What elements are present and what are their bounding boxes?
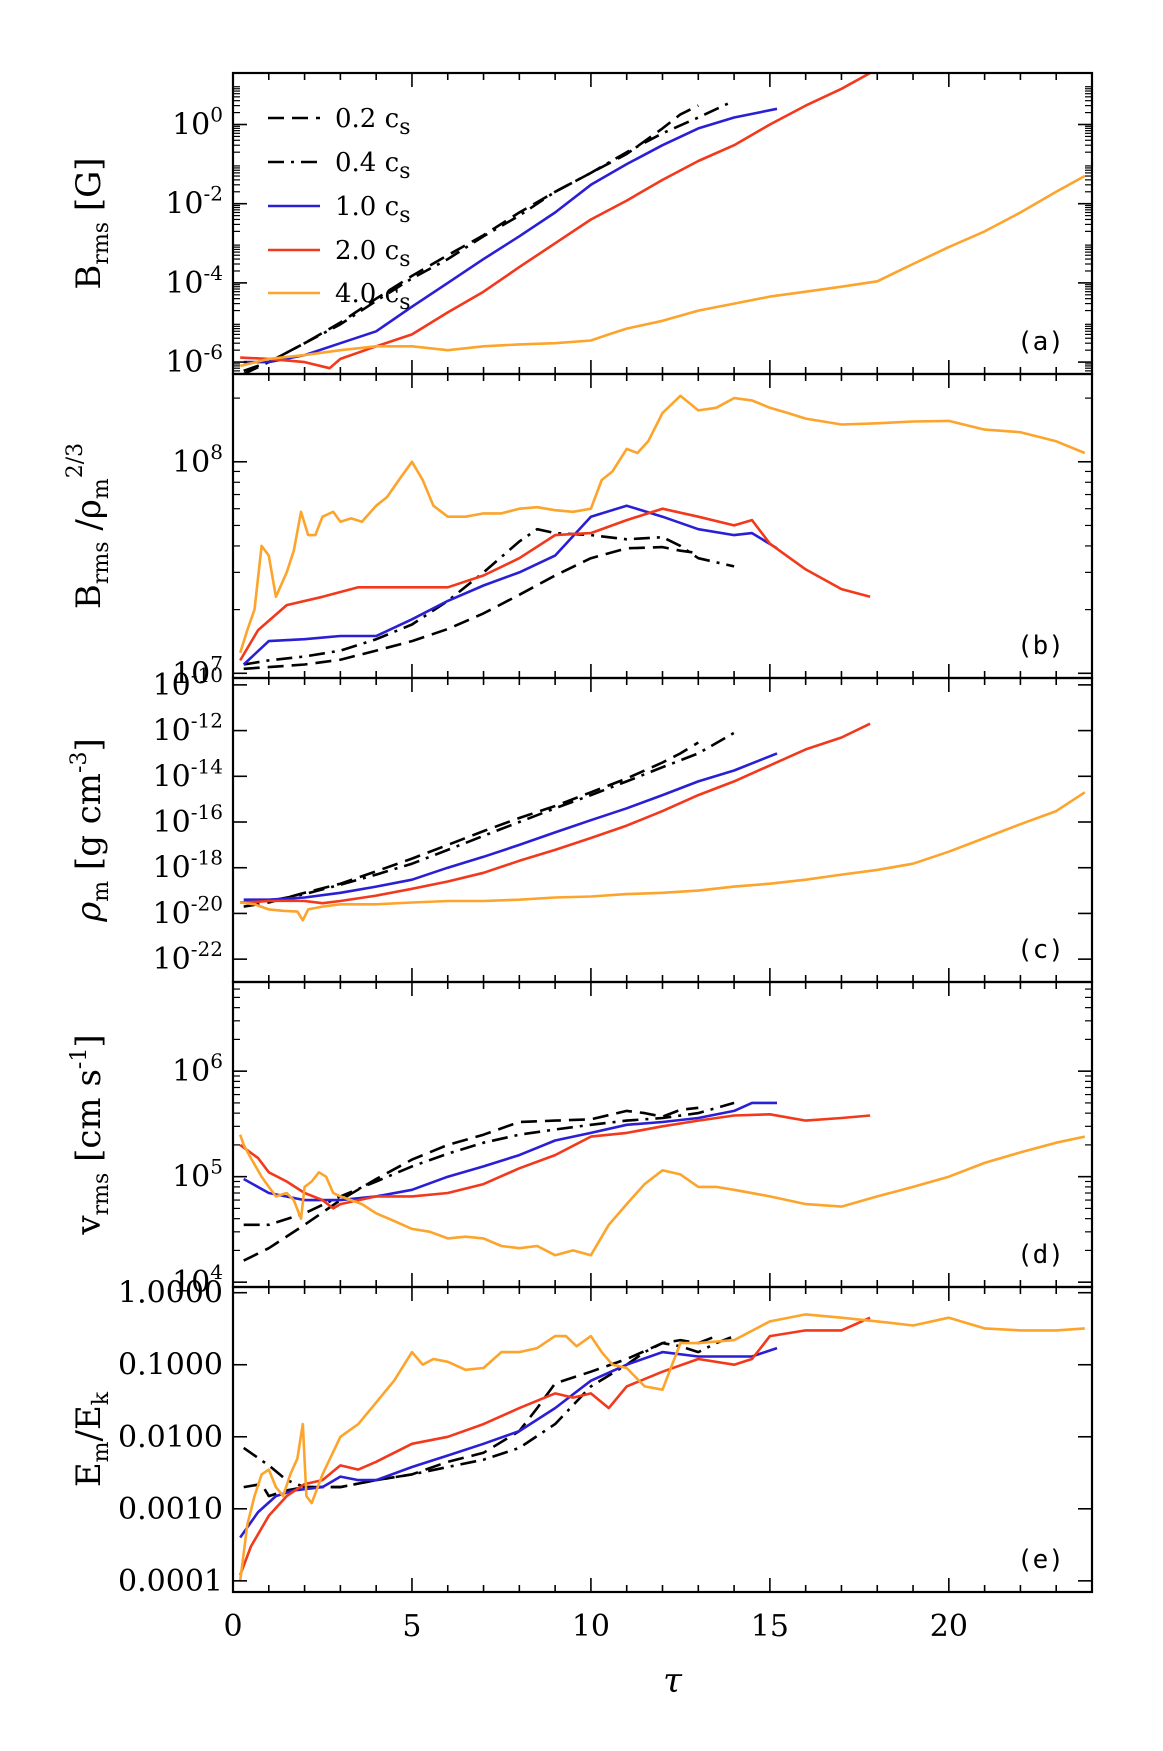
x-ticks bbox=[232, 982, 1093, 1287]
y-axis-label: Em/Ek bbox=[69, 1391, 114, 1487]
legend-label: 0.4 cs bbox=[335, 148, 410, 184]
panel-a: 10-6 10-4 10-2 100 (a) Brms [G] bbox=[69, 71, 1094, 380]
y-tick-label: 108 bbox=[172, 440, 223, 480]
y-tick-label: 10-2 bbox=[165, 182, 223, 222]
series-group bbox=[240, 722, 1086, 922]
legend-label: 1.0 cs bbox=[335, 192, 410, 228]
x-ticks bbox=[232, 374, 1093, 678]
series-line-1_0-cs bbox=[243, 107, 778, 364]
series-line-0_2-cs bbox=[243, 1106, 699, 1262]
y-tick-label: 10-6 bbox=[165, 340, 223, 380]
legend-entry: 0.4 cs bbox=[268, 148, 410, 184]
legend-label: 0.2 cs bbox=[335, 104, 410, 140]
series-group bbox=[239, 73, 1086, 374]
y-tick-label: 100 bbox=[172, 103, 223, 143]
series-group bbox=[238, 1313, 1085, 1581]
y-tick-label: 0.1000 bbox=[118, 1348, 223, 1383]
series-line-2_0-cs bbox=[240, 722, 871, 905]
y-tick-label: 10-22 bbox=[153, 937, 223, 977]
series-line-4_0-cs bbox=[240, 791, 1086, 922]
y-ticks: 104 105 106 bbox=[172, 981, 1092, 1300]
x-tick-label: 5 bbox=[402, 1609, 421, 1644]
y-tick-label: 10-10 bbox=[153, 663, 223, 703]
legend-entry: 1.0 cs bbox=[268, 192, 410, 228]
y-axis-label: vrms [cm s-1] bbox=[67, 1034, 114, 1235]
y-axis-label: ρm [g cm-3] bbox=[67, 738, 114, 923]
x-tick-labels: 0 5 10 15 20 bbox=[223, 1609, 967, 1644]
x-tick-label: 10 bbox=[572, 1609, 610, 1644]
series-group bbox=[238, 1101, 1086, 1262]
x-tick-label: 20 bbox=[930, 1609, 968, 1644]
x-ticks bbox=[232, 1287, 1093, 1592]
series-line-1_0-cs bbox=[239, 1346, 778, 1539]
series-line-2_0-cs bbox=[239, 1113, 871, 1210]
y-tick-label: 107 bbox=[172, 651, 223, 691]
legend-entry: 2.0 cs bbox=[268, 236, 410, 272]
series-line-0_2-cs bbox=[243, 545, 699, 671]
series-line-0_4-cs bbox=[243, 99, 735, 373]
y-tick-label: 10-16 bbox=[153, 800, 223, 840]
legend-label: 2.0 cs bbox=[335, 236, 410, 272]
x-axis-label: τ bbox=[663, 1661, 683, 1701]
x-ticks bbox=[232, 678, 1093, 982]
y-tick-label: 0.0100 bbox=[118, 1420, 223, 1455]
y-tick-label: 10-12 bbox=[153, 709, 223, 749]
legend-entry: 4.0 cs bbox=[268, 279, 410, 315]
y-tick-label: 0.0010 bbox=[118, 1492, 223, 1527]
y-axis-label: Brms /ρm2/3 bbox=[63, 443, 114, 609]
series-line-4_0-cs bbox=[239, 174, 1086, 368]
series-line-2_0-cs bbox=[239, 507, 871, 662]
series-line-0_4-cs bbox=[243, 527, 735, 666]
series-line-1_0-cs bbox=[243, 752, 778, 902]
y-axis-label: Brms [G] bbox=[69, 157, 114, 289]
y-tick-label: 1.0000 bbox=[118, 1276, 223, 1311]
x-tick-label: 0 bbox=[223, 1609, 242, 1644]
series-line-4_0-cs bbox=[238, 1134, 1086, 1257]
series-group bbox=[238, 394, 1086, 671]
y-tick-label: 10-14 bbox=[153, 754, 223, 794]
series-line-0_4-cs bbox=[242, 1334, 735, 1489]
x-tick-label: 15 bbox=[751, 1609, 789, 1644]
panel-d: 104 105 106 (d) vrms [cm s-1] bbox=[67, 980, 1094, 1300]
y-ticks: 10-6 10-4 10-2 100 bbox=[165, 72, 1092, 380]
y-tick-label: 0.0001 bbox=[118, 1564, 223, 1599]
y-tick-label: 106 bbox=[172, 1049, 223, 1089]
panel-label: (b) bbox=[1017, 631, 1064, 661]
y-tick-label: 10-20 bbox=[153, 891, 223, 931]
panel-label: (d) bbox=[1017, 1240, 1064, 1270]
panel-c: 10-22 10-20 10-18 10-16 10-14 10-12 10-10 (c) ρm… bbox=[67, 663, 1094, 984]
panel-label: (e) bbox=[1017, 1545, 1064, 1575]
panel-label: (a) bbox=[1017, 327, 1064, 357]
legend-label: 4.0 cs bbox=[335, 279, 410, 315]
panel-b: 107 108 (b) Brms /ρm2/3 bbox=[63, 372, 1094, 691]
series-line-0_4-cs bbox=[243, 1101, 735, 1227]
series-line-2_0-cs bbox=[240, 73, 871, 370]
y-ticks: 0.0001 0.0010 0.0100 0.1000 1.0000 bbox=[118, 1276, 1092, 1599]
y-tick-label: 104 bbox=[172, 1260, 223, 1300]
series-line-1_0-cs bbox=[242, 504, 778, 666]
series-line-4_0-cs bbox=[238, 394, 1086, 654]
series-line-1_0-cs bbox=[243, 1101, 777, 1202]
y-tick-label: 105 bbox=[172, 1155, 223, 1195]
panel-label: (c) bbox=[1017, 935, 1064, 965]
y-ticks: 107 108 bbox=[172, 397, 1092, 691]
legend-entry: 0.2 cs bbox=[268, 104, 410, 140]
y-ticks: 10-22 10-20 10-18 10-16 10-14 10-12 10-10 bbox=[153, 663, 1092, 977]
series-line-4_0-cs bbox=[238, 1313, 1085, 1581]
y-tick-label: 10-18 bbox=[153, 846, 223, 886]
y-tick-label: 10-4 bbox=[165, 261, 223, 301]
legend: 0.2 cs 0.4 cs 1.0 cs 2.0 cs 4.0 cs bbox=[268, 104, 410, 315]
panel-e: 0.0001 0.0010 0.0100 0.1000 1.0000 (e) Em/Ek 0 5… bbox=[69, 1276, 1094, 1701]
x-ticks bbox=[232, 73, 1093, 374]
series-line-2_0-cs bbox=[238, 1316, 871, 1576]
series-line-0_4-cs bbox=[243, 731, 735, 904]
